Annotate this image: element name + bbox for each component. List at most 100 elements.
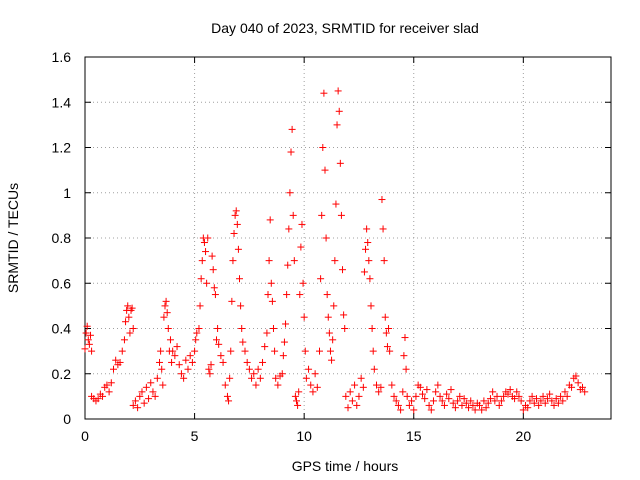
- data-point: [382, 329, 390, 337]
- data-point: [169, 347, 177, 355]
- data-point: [266, 216, 274, 224]
- data-point: [493, 392, 501, 400]
- data-point: [81, 345, 89, 353]
- data-point: [211, 291, 219, 299]
- data-point: [332, 200, 340, 208]
- data-point: [541, 399, 549, 407]
- data-point: [399, 388, 407, 396]
- data-point: [259, 358, 267, 366]
- data-point: [532, 395, 540, 403]
- data-point: [346, 388, 354, 396]
- data-point: [425, 401, 433, 409]
- data-point: [458, 401, 466, 409]
- data-point: [175, 361, 183, 369]
- data-point: [195, 325, 203, 332]
- data-point: [543, 395, 551, 403]
- data-point: [539, 392, 547, 400]
- data-point: [142, 383, 150, 391]
- data-point: [517, 397, 525, 405]
- data-point: [438, 397, 446, 405]
- data-point: [355, 392, 363, 400]
- data-point: [134, 404, 142, 412]
- x-axis-label: GPS time / hours: [292, 458, 399, 474]
- data-point: [511, 395, 519, 403]
- data-point: [280, 338, 288, 346]
- data-point: [402, 365, 410, 373]
- data-point: [145, 395, 153, 403]
- data-point: [581, 388, 589, 396]
- data-point: [198, 257, 206, 265]
- data-point: [482, 404, 490, 412]
- data-point: [574, 379, 582, 387]
- data-point: [250, 370, 258, 378]
- data-point: [157, 347, 165, 355]
- data-point: [231, 211, 239, 219]
- data-point: [278, 370, 286, 378]
- data-point: [579, 383, 587, 391]
- data-point: [440, 401, 448, 409]
- data-point: [128, 304, 136, 312]
- data-point: [513, 388, 521, 396]
- data-point: [192, 336, 200, 344]
- data-point: [369, 347, 377, 355]
- data-point: [214, 325, 222, 332]
- data-point: [336, 159, 344, 167]
- data-point: [325, 329, 333, 337]
- data-point: [206, 370, 214, 378]
- data-point: [344, 404, 352, 412]
- data-point: [287, 148, 295, 156]
- data-point: [160, 313, 168, 321]
- data-point: [299, 279, 307, 287]
- data-point: [283, 291, 291, 299]
- data-point: [129, 325, 137, 332]
- data-point: [173, 343, 181, 351]
- data-point: [227, 347, 235, 355]
- data-point: [390, 392, 398, 400]
- data-point: [138, 388, 146, 396]
- data-point: [297, 243, 305, 251]
- data-point: [295, 388, 303, 396]
- data-point: [193, 329, 201, 337]
- y-tick-label: 0.2: [52, 366, 72, 382]
- data-point: [329, 336, 337, 344]
- grid: [85, 57, 611, 419]
- data-point: [126, 329, 134, 337]
- data-point: [362, 245, 370, 253]
- data-point: [311, 370, 319, 378]
- data-point: [476, 401, 483, 409]
- y-tick-label: 1.6: [52, 49, 72, 65]
- y-tick-label: 1.2: [52, 140, 72, 156]
- data-point: [196, 302, 204, 310]
- data-point: [184, 365, 192, 373]
- data-point: [535, 401, 543, 409]
- data-point: [313, 383, 321, 391]
- data-point: [107, 379, 115, 387]
- data-point: [243, 358, 251, 366]
- data-point: [200, 239, 208, 247]
- data-point: [394, 401, 402, 409]
- data-point: [367, 302, 375, 310]
- data-point: [300, 313, 308, 321]
- data-point: [363, 225, 371, 233]
- data-point: [321, 166, 329, 174]
- data-point: [252, 381, 260, 389]
- data-point: [264, 291, 272, 299]
- data-point: [163, 309, 171, 317]
- data-point: [445, 395, 453, 403]
- data-point: [546, 390, 554, 398]
- data-point: [118, 347, 126, 355]
- data-point: [248, 374, 256, 382]
- data-point: [228, 297, 236, 305]
- x-tick-label: 15: [406, 428, 422, 444]
- axes: 0 5 10 15 20 0 0.2 0.4 0.6 0.8 1 1.2 1.4 1.6: [52, 49, 612, 444]
- data-point: [383, 343, 391, 351]
- y-axis-label: SRMTID / TECUs: [5, 183, 21, 293]
- data-point: [497, 397, 505, 405]
- data-point: [230, 229, 238, 237]
- data-point: [291, 392, 299, 400]
- y-tick-label: 1: [63, 185, 71, 201]
- data-point: [559, 397, 567, 405]
- data-point: [328, 356, 336, 364]
- data-point: [223, 392, 231, 400]
- data-point: [131, 397, 139, 405]
